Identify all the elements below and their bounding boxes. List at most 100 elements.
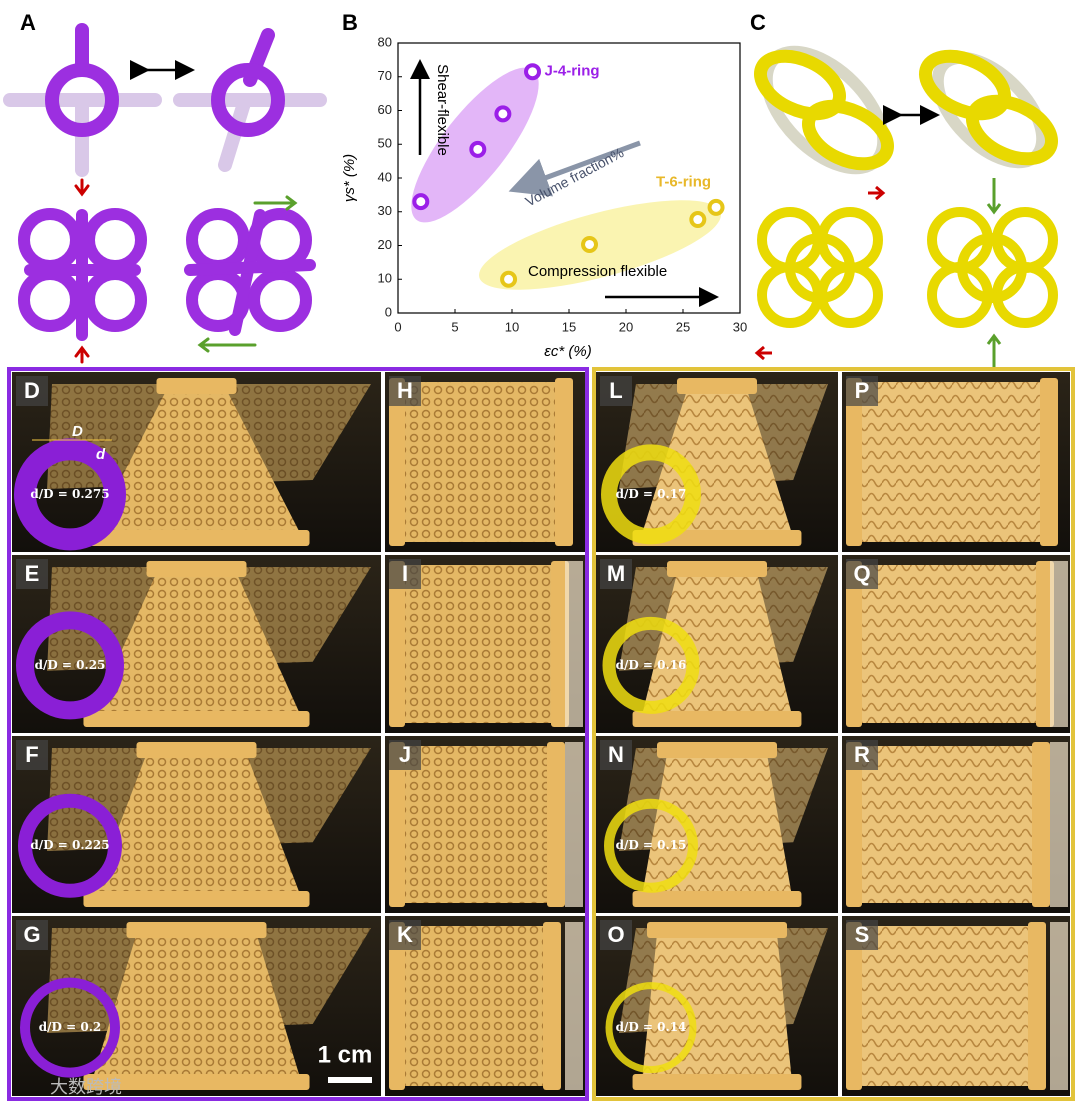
label-box	[846, 376, 878, 406]
panel-label: M	[607, 561, 625, 586]
plate	[647, 922, 787, 938]
scale-bar: 1 cm	[318, 1041, 373, 1083]
x-axis-label: εc* (%)	[544, 343, 591, 360]
x-tick-label: 30	[733, 319, 747, 334]
data-point	[469, 140, 487, 158]
plate	[1032, 742, 1050, 907]
sample	[93, 754, 300, 893]
label-box	[16, 740, 48, 770]
plate	[667, 561, 767, 577]
ring	[14, 438, 126, 551]
cluster-ellipse	[478, 200, 722, 290]
dimension-label: d	[96, 446, 106, 463]
panel-label: F	[25, 742, 38, 767]
plate	[389, 378, 405, 546]
arrow	[508, 140, 641, 197]
data-point	[494, 105, 512, 123]
x-tick-label: 0	[394, 319, 401, 334]
plate	[632, 1074, 802, 1090]
ring	[20, 977, 120, 1078]
plate	[1040, 378, 1058, 546]
panel-label: P	[855, 378, 870, 403]
series-label: T-6-ring	[656, 173, 711, 190]
data-point	[689, 211, 707, 229]
panel-label: R	[854, 742, 870, 767]
ring	[18, 793, 122, 898]
plate-ghost	[565, 561, 583, 727]
plate	[657, 742, 777, 758]
y-axis-label: γs* (%)	[341, 154, 358, 202]
panel-label: H	[397, 378, 413, 403]
plate	[389, 561, 405, 727]
y-tick-label: 30	[378, 203, 392, 218]
panel-label: E	[25, 561, 40, 586]
sample	[642, 754, 792, 893]
ratio-label: d/D = 0.275	[30, 487, 109, 501]
series-label: J-4-ring	[545, 63, 600, 80]
sample	[93, 573, 300, 713]
x-tick-label: 20	[619, 319, 633, 334]
plate	[632, 711, 802, 727]
y-tick-label: 10	[378, 271, 392, 286]
plate	[1028, 922, 1046, 1090]
x-tick-label: 5	[451, 319, 458, 334]
sample	[405, 746, 547, 903]
plate	[677, 378, 757, 394]
label-box	[389, 740, 421, 770]
sample	[405, 926, 543, 1086]
sample	[862, 565, 1036, 723]
dimension-label: D	[72, 423, 83, 440]
ring	[16, 611, 124, 720]
panel-label: S	[855, 922, 870, 947]
plate	[83, 530, 310, 546]
ratio-label: d/D = 0.14	[616, 1020, 687, 1034]
plate	[632, 891, 802, 907]
y-tick-label: 80	[378, 34, 392, 49]
label-box	[600, 920, 632, 950]
ratio-label: d/D = 0.225	[30, 838, 109, 852]
sample	[642, 934, 792, 1076]
plate	[83, 891, 310, 907]
panel-label: K	[397, 922, 413, 947]
plate	[389, 742, 405, 907]
label-box	[600, 559, 632, 589]
panel-label: L	[609, 378, 622, 403]
label-box	[600, 376, 632, 406]
plate	[846, 378, 862, 546]
ratio-label: d/D = 0.25	[35, 658, 106, 672]
ring	[604, 798, 698, 893]
plate	[126, 922, 267, 938]
plate	[551, 561, 569, 727]
plate-ghost	[1050, 922, 1068, 1090]
plate-ghost	[1050, 561, 1068, 727]
plate	[389, 922, 405, 1090]
ratio-label: d/D = 0.16	[616, 658, 687, 672]
x-tick-label: 25	[676, 319, 690, 334]
x-tick-label: 15	[562, 319, 576, 334]
data-point	[412, 193, 430, 211]
label-box	[846, 920, 878, 950]
y-tick-label: 40	[378, 169, 392, 184]
sample	[405, 382, 555, 542]
watermark: 大数跨境	[50, 1077, 122, 1098]
sample	[862, 926, 1028, 1086]
plate	[83, 711, 310, 727]
panel-label: B	[342, 10, 358, 35]
label-box	[600, 740, 632, 770]
data-point	[524, 63, 542, 81]
label-box	[16, 559, 48, 589]
ring-diagram-a	[3, 23, 327, 364]
sample	[93, 390, 300, 532]
sample	[862, 746, 1032, 903]
data-point	[707, 198, 725, 216]
scale-bar-label: 1 cm	[318, 1041, 373, 1068]
panel-label: N	[608, 742, 624, 767]
sample	[642, 573, 792, 713]
plate-ghost	[1050, 742, 1068, 907]
panel-label: A	[20, 10, 36, 35]
plate	[547, 742, 565, 907]
panel-label: Q	[853, 561, 870, 586]
sample	[93, 934, 300, 1076]
